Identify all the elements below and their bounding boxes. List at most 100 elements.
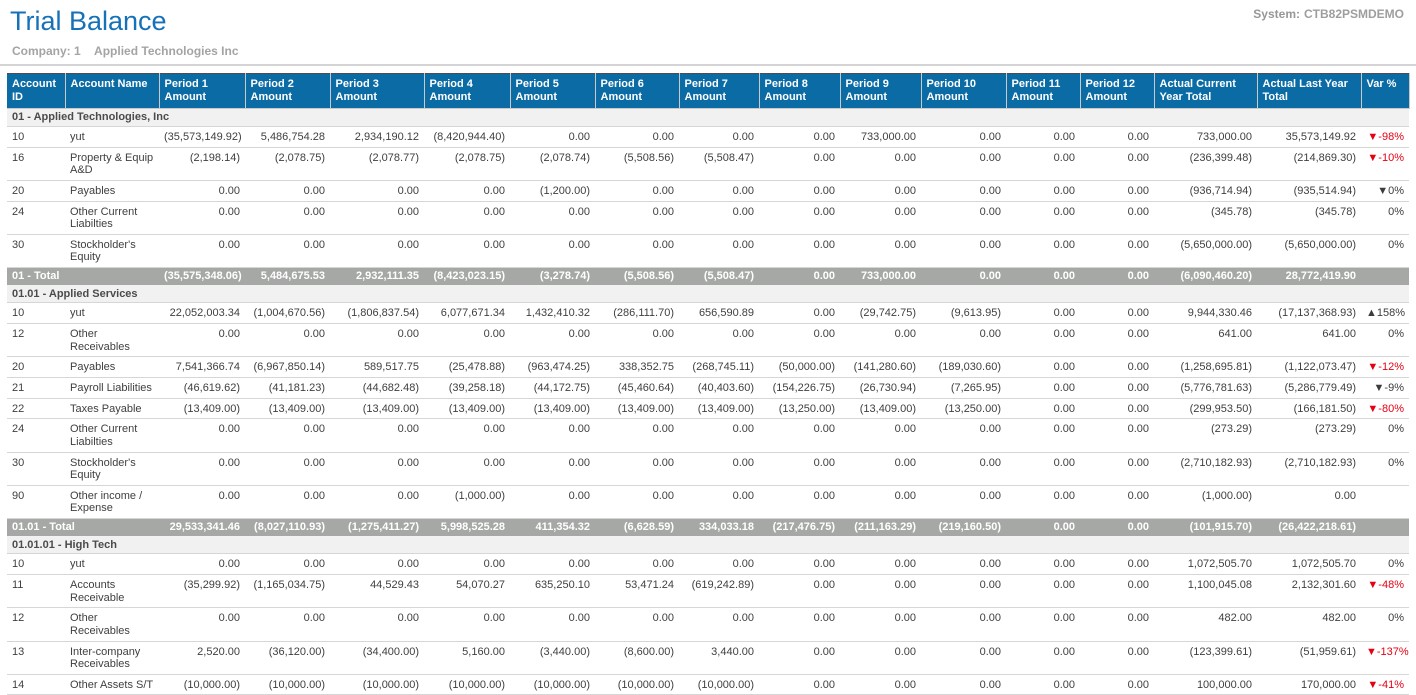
account-name-cell: Other Current Liabilties <box>65 201 159 235</box>
period-amount-cell: (2,078.75) <box>424 147 510 181</box>
period-amount-cell: 0.00 <box>921 323 1006 358</box>
company-number: 1 <box>74 44 81 59</box>
period-amount-cell: 0.00 <box>840 553 921 575</box>
period-amount-cell: 0.00 <box>424 180 510 202</box>
period-amount-cell: 0.00 <box>510 607 595 642</box>
period-amount-cell: (10,000.00) <box>330 674 424 695</box>
account-name-cell: yut <box>65 126 159 148</box>
period-amount-cell: (34,400.00) <box>330 641 424 675</box>
period-amount-cell: 0.00 <box>1080 574 1154 609</box>
period-amount-cell: 0.00 <box>1080 126 1154 148</box>
period-amount-cell: (45,460.64) <box>595 377 679 399</box>
period-amount-cell: 0.00 <box>330 607 424 642</box>
period-amount-cell: 0.00 <box>1006 674 1080 695</box>
account-name-cell: Taxes Payable <box>65 398 159 420</box>
last-year-total-cell: 1,072,505.70 <box>1257 553 1361 575</box>
period-amount-cell: 0.00 <box>921 180 1006 202</box>
period-amount-cell: 338,352.75 <box>595 356 679 378</box>
period-amount-cell: 0.00 <box>330 180 424 202</box>
current-year-total-cell: (1,258,695.81) <box>1154 356 1257 378</box>
period-amount-cell: (25,478.88) <box>424 356 510 378</box>
period-amount-cell: 0.00 <box>424 553 510 575</box>
system-label: System: <box>1253 7 1300 21</box>
var-cell <box>1361 518 1409 537</box>
period-amount-cell: 0.00 <box>679 607 759 642</box>
period-amount-cell: 0.00 <box>595 452 679 486</box>
page-header: Trial Balance System: CTB82PSMDEMO Compan… <box>0 0 1416 58</box>
period-amount-cell: 0.00 <box>1006 377 1080 399</box>
period-amount-cell: 0.00 <box>510 485 595 520</box>
var-cell: ▼-9% <box>1361 377 1409 399</box>
period-amount-cell: 0.00 <box>1006 574 1080 609</box>
current-year-total-cell: 1,100,045.08 <box>1154 574 1257 609</box>
current-year-total-cell: (273.29) <box>1154 418 1257 453</box>
period-amount-cell: 0.00 <box>840 574 921 609</box>
period-amount-cell: 0.00 <box>1080 607 1154 642</box>
period-amount-cell: 0.00 <box>159 234 245 269</box>
period-amount-cell: 0.00 <box>330 485 424 520</box>
period-amount-cell: 0.00 <box>245 234 330 269</box>
period-amount-cell: 0.00 <box>679 485 759 520</box>
period-amount-cell: (6,967,850.14) <box>245 356 330 378</box>
var-cell: 0% <box>1361 323 1409 358</box>
period-amount-cell: 0.00 <box>759 674 840 695</box>
period-amount-cell: 0.00 <box>840 234 921 269</box>
period-amount-cell: (1,275,411.27) <box>330 518 424 537</box>
group-header-cell: 01.01.01 - High Tech <box>7 536 1409 555</box>
last-year-total-cell: 0.00 <box>1257 485 1361 520</box>
table-row: 14 Other Assets S/T (10,000.00) (10,000.00)… <box>7 674 1409 695</box>
period-amount-cell: 0.00 <box>245 607 330 642</box>
period-amount-cell: 0.00 <box>840 452 921 486</box>
period-amount-cell: (10,000.00) <box>159 674 245 695</box>
period-amount-cell: 0.00 <box>679 452 759 486</box>
period-amount-cell: 0.00 <box>424 452 510 486</box>
period-amount-cell: 0.00 <box>921 201 1006 235</box>
period-amount-cell: (36,120.00) <box>245 641 330 675</box>
period-amount-cell: 0.00 <box>424 234 510 269</box>
period-amount-cell: (46,619.62) <box>159 377 245 399</box>
column-header: Account ID <box>7 73 66 110</box>
account-name-cell: Payroll Liabilities <box>65 377 159 399</box>
account-name-cell: Accounts Receivable <box>65 574 159 609</box>
group-total-row: 01.01 - Total 29,533,341.46 (8,027,110.93)… <box>7 518 1409 537</box>
company-label: Company: <box>12 44 71 59</box>
page-title: Trial Balance <box>10 6 167 36</box>
period-amount-cell: 0.00 <box>159 418 245 453</box>
var-cell <box>1361 267 1409 286</box>
period-amount-cell: 0.00 <box>330 201 424 235</box>
period-amount-cell: 0.00 <box>759 452 840 486</box>
period-amount-cell: 733,000.00 <box>840 267 921 286</box>
period-amount-cell: 0.00 <box>1006 452 1080 486</box>
period-amount-cell: (40,403.60) <box>679 377 759 399</box>
period-amount-cell: (50,000.00) <box>759 356 840 378</box>
period-amount-cell: 0.00 <box>679 234 759 269</box>
period-amount-cell: 0.00 <box>840 201 921 235</box>
period-amount-cell: 0.00 <box>840 674 921 695</box>
total-label-cell: 01 - Total <box>7 267 159 286</box>
table-row: 24 Other Current Liabilties 0.00 0.00 0.00 0.… <box>7 201 1409 235</box>
period-amount-cell: 0.00 <box>679 126 759 148</box>
account-name-cell: yut <box>65 302 159 325</box>
period-amount-cell: 0.00 <box>1080 302 1154 325</box>
period-amount-cell: 0.00 <box>1080 377 1154 399</box>
period-amount-cell: 0.00 <box>921 485 1006 520</box>
period-amount-cell: 411,354.32 <box>510 518 595 537</box>
period-amount-cell: 0.00 <box>245 180 330 202</box>
last-year-total-cell: (26,422,218.61) <box>1257 518 1361 537</box>
period-amount-cell: (141,280.60) <box>840 356 921 378</box>
period-amount-cell: 0.00 <box>840 607 921 642</box>
period-amount-cell: (619,242.89) <box>679 574 759 609</box>
period-amount-cell: 0.00 <box>510 553 595 575</box>
period-amount-cell: 0.00 <box>1080 641 1154 675</box>
period-amount-cell: 0.00 <box>759 641 840 675</box>
period-amount-cell: 0.00 <box>1006 126 1080 148</box>
period-amount-cell: 0.00 <box>921 126 1006 148</box>
period-amount-cell: 0.00 <box>1080 485 1154 520</box>
account-id-cell: 21 <box>7 377 65 399</box>
period-amount-cell: (10,000.00) <box>424 674 510 695</box>
period-amount-cell: (13,409.00) <box>595 398 679 420</box>
var-cell: 0% <box>1361 553 1409 575</box>
period-amount-cell: (2,078.74) <box>510 147 595 181</box>
period-amount-cell: (13,250.00) <box>921 398 1006 420</box>
var-cell: ▼-12% <box>1361 356 1409 378</box>
